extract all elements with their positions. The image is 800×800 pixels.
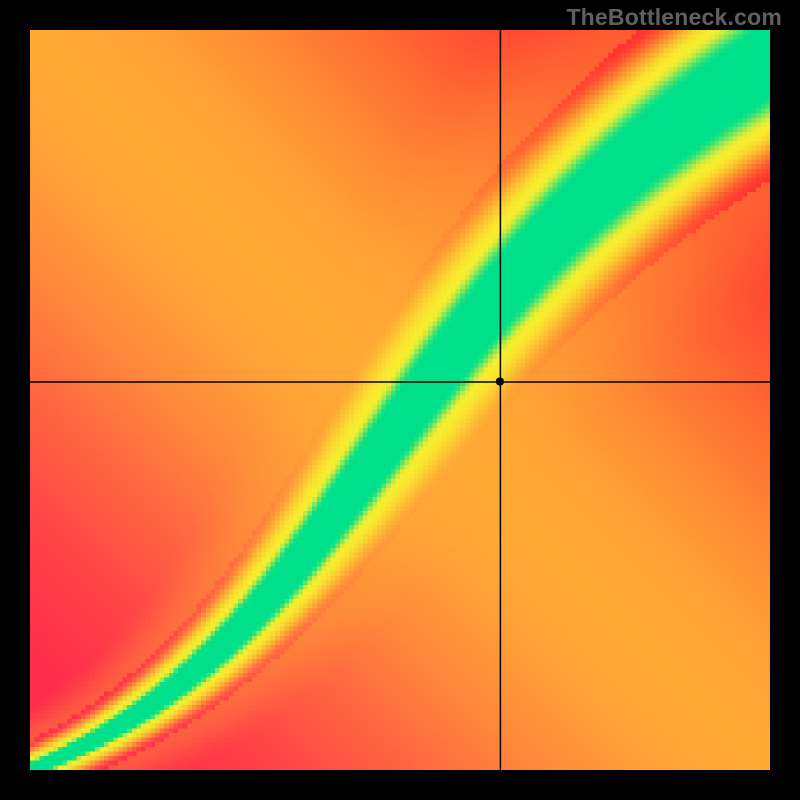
crosshair-canvas — [0, 0, 800, 800]
watermark-label: TheBottleneck.com — [566, 4, 782, 31]
chart-stage: TheBottleneck.com — [0, 0, 800, 800]
